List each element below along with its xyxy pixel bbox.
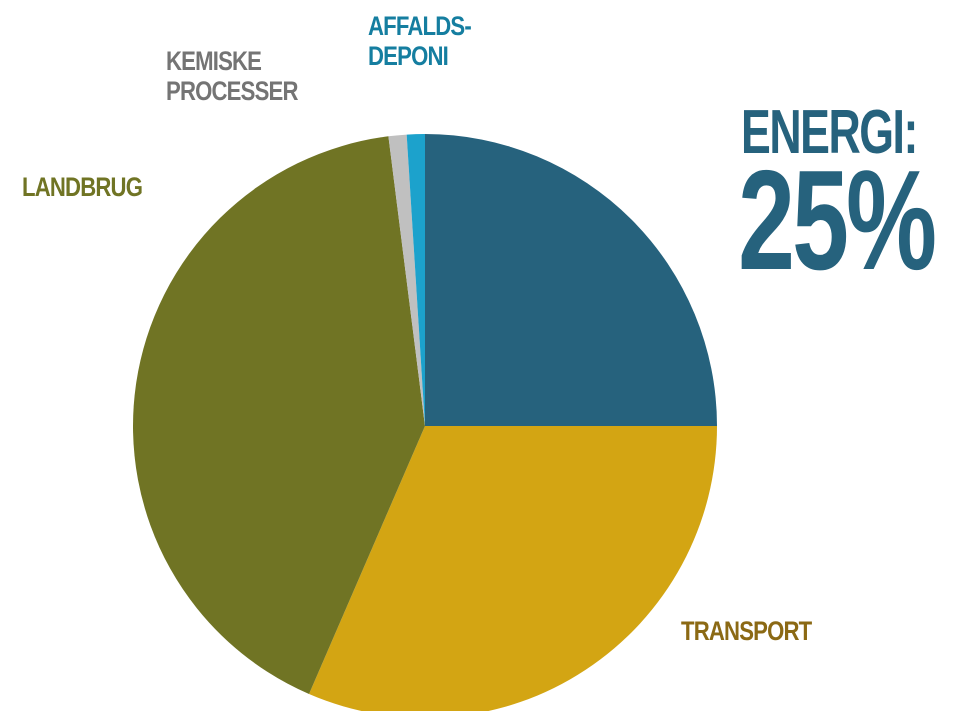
label-affaldsdeponi: AFFALDS- DEPONI <box>368 11 472 71</box>
energi-percentage: 25% <box>738 141 937 300</box>
pie-slice-affaldsdeponi <box>406 134 425 426</box>
pie-slice-kemiske-processer <box>388 134 425 426</box>
pie-slice-energi <box>425 134 717 426</box>
label-affaldsdeponi-line1: AFFALDS- <box>368 11 472 41</box>
label-kemiske-line1: KEMISKE <box>166 46 262 76</box>
label-kemiske-line2: PROCESSER <box>166 76 298 106</box>
energi-label: ENERGI: <box>741 98 918 167</box>
label-transport: TRANSPORT <box>681 616 812 646</box>
label-affaldsdeponi-line2: DEPONI <box>368 41 449 71</box>
pie-slice-landbrug <box>133 136 425 694</box>
label-landbrug: LANDBRUG <box>22 172 143 202</box>
label-kemiske-processer: KEMISKE PROCESSER <box>166 46 298 106</box>
energi-callout: ENERGI: 25% <box>738 98 937 300</box>
pie-slice-transport <box>309 426 717 711</box>
